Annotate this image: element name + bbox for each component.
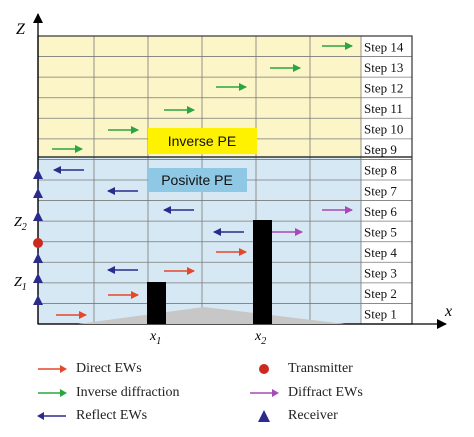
step-label: Step 12 bbox=[364, 80, 403, 95]
step-label: Step 11 bbox=[364, 101, 403, 116]
ground-terrain bbox=[78, 307, 345, 324]
step-label: Step 7 bbox=[364, 183, 397, 198]
receiver-marker bbox=[33, 169, 43, 179]
legend-inverse-diffraction-label: Inverse diffraction bbox=[76, 385, 180, 400]
step-label: Step 2 bbox=[364, 286, 397, 301]
legend-receiver-label: Receiver bbox=[288, 408, 338, 423]
step-label: Step 6 bbox=[364, 204, 397, 219]
receiver-marker bbox=[33, 273, 43, 283]
transmitter-marker bbox=[33, 238, 43, 248]
receiver-marker bbox=[33, 253, 43, 263]
positive-pe-label: Posivite PE bbox=[161, 172, 233, 188]
receiver-marker bbox=[33, 211, 43, 221]
receiver-marker bbox=[33, 295, 43, 305]
x2-tick-label: x2 bbox=[254, 329, 266, 347]
legend-inverse-diffraction: Inverse diffraction bbox=[36, 383, 180, 403]
legend-reflect-label: Reflect EWs bbox=[76, 408, 148, 423]
receiver-icon bbox=[248, 409, 280, 423]
inverse-pe-label: Inverse PE bbox=[168, 133, 236, 149]
transmitter-icon bbox=[248, 362, 280, 376]
legend-transmitter: Transmitter bbox=[248, 359, 353, 379]
z-axis-label: Z bbox=[16, 21, 26, 38]
reflect-arrow-icon bbox=[36, 409, 68, 423]
legend-diffract-label: Diffract EWs bbox=[288, 385, 363, 400]
receiver-marker bbox=[33, 188, 43, 198]
step-label: Step 1 bbox=[364, 307, 397, 322]
step-label: Step 13 bbox=[364, 60, 403, 75]
direct-arrows bbox=[56, 248, 247, 319]
diffract-arrows bbox=[272, 206, 353, 236]
x-axis-label: x bbox=[444, 303, 452, 320]
direct-arrow-icon bbox=[36, 362, 68, 376]
step-label: Step 3 bbox=[364, 266, 397, 281]
inverse-diffraction-arrow-icon bbox=[36, 386, 68, 400]
step-label: Step 8 bbox=[364, 163, 397, 178]
step-labels: Step 14 Step 13 Step 12 Step 11 Step 10 Step … bbox=[364, 39, 404, 321]
step-label: Step 5 bbox=[364, 224, 397, 239]
x1-tick-label: x1 bbox=[149, 329, 161, 347]
z2-tick-label: Z2 bbox=[14, 215, 27, 233]
grid-horizontal-lines bbox=[38, 56, 412, 304]
legend-transmitter-label: Transmitter bbox=[288, 361, 353, 376]
reflect-arrows bbox=[53, 166, 244, 274]
legend-diffract: Diffract EWs bbox=[248, 383, 363, 403]
obstacle-x1 bbox=[147, 282, 166, 324]
legend-receiver: Receiver bbox=[248, 406, 338, 426]
step-label: Step 14 bbox=[364, 39, 404, 54]
inverse-diffraction-arrows bbox=[52, 42, 353, 153]
receivers bbox=[33, 169, 43, 305]
step-label: Step 4 bbox=[364, 245, 397, 260]
step-label: Step 10 bbox=[364, 122, 403, 137]
diffract-arrow-icon bbox=[248, 386, 280, 400]
step-label: Step 9 bbox=[364, 142, 397, 157]
positive-pe-box bbox=[148, 168, 247, 192]
inverse-pe-box bbox=[148, 128, 257, 154]
legend-direct: Direct EWs bbox=[36, 359, 142, 379]
legend-reflect: Reflect EWs bbox=[36, 406, 147, 426]
legend-direct-label: Direct EWs bbox=[76, 361, 142, 376]
z1-tick-label: Z1 bbox=[14, 275, 27, 293]
obstacle-x2 bbox=[253, 220, 272, 324]
